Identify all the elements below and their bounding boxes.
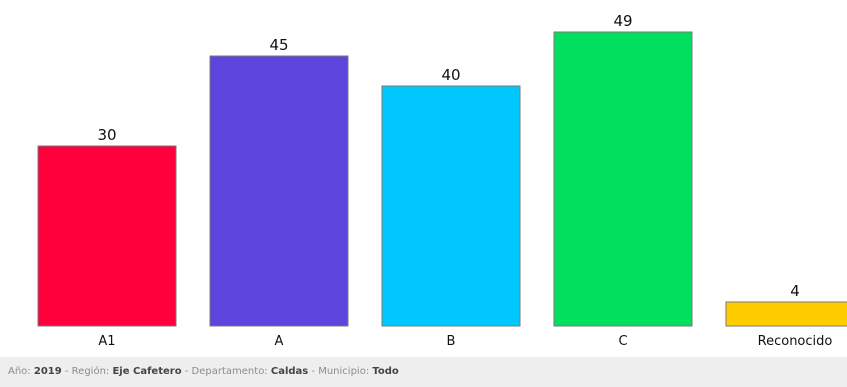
bar-c (553, 31, 693, 327)
bar-a (209, 55, 349, 327)
value-label-a1: 30 (97, 126, 116, 144)
bar-chart: 30 45 40 49 4 A1 A B C Reconocido (37, 12, 847, 349)
x-tick-label-b: B (447, 334, 456, 349)
year-value: 2019 (33, 366, 62, 377)
x-tick-label-c: C (618, 334, 627, 349)
value-label-a: 45 (269, 36, 288, 54)
separator: - (61, 366, 72, 377)
municipality-value: Todo (372, 366, 399, 377)
filter-summary-footer: Año: 2019 - Región: Eje Cafetero - Depar… (0, 357, 847, 387)
x-tick-label-a: A (275, 334, 284, 349)
bars-layer (37, 31, 847, 327)
x-tick-labels-layer: A1 A B C Reconocido (98, 334, 832, 349)
year-label: Año: (8, 366, 31, 377)
bar-a1 (37, 145, 177, 327)
x-tick-label-a1: A1 (98, 334, 115, 349)
value-label-reconocido: 4 (790, 282, 800, 300)
region-label: Región: (71, 366, 110, 377)
x-tick-label-reconocido: Reconocido (758, 334, 833, 349)
separator: - (181, 366, 192, 377)
value-label-c: 49 (613, 12, 632, 30)
region-value: Eje Cafetero (112, 366, 182, 377)
department-label: Departamento: (191, 366, 268, 377)
bar-reconocido (725, 301, 847, 327)
value-label-b: 40 (441, 66, 460, 84)
department-value: Caldas (270, 366, 309, 377)
municipality-label: Municipio: (318, 366, 370, 377)
bar-b (381, 85, 521, 327)
value-labels-layer: 30 45 40 49 4 (97, 12, 799, 300)
separator: - (308, 366, 319, 377)
